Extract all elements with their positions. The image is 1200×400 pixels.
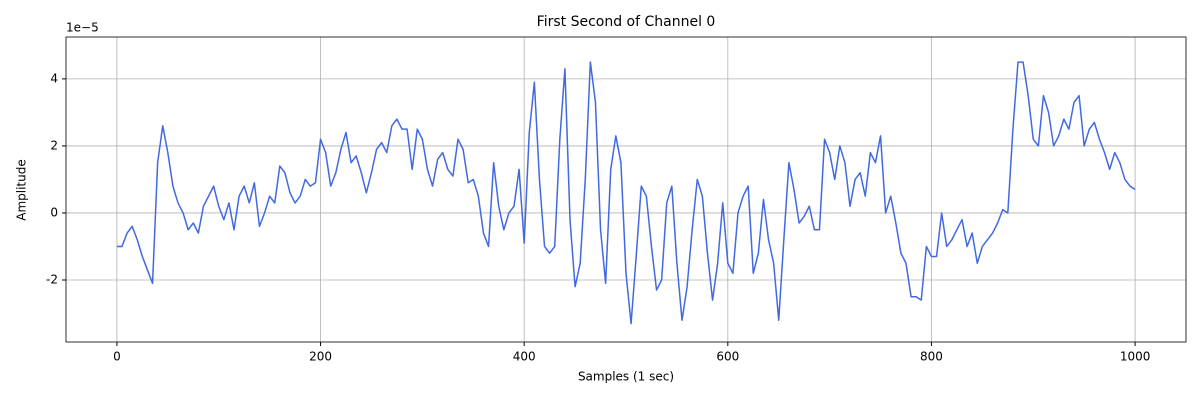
y-tick-label: 4 <box>50 71 58 85</box>
x-tick-label: 200 <box>309 350 332 364</box>
y-tick-label: -2 <box>46 272 58 286</box>
y-axis-label: Amplitude <box>15 159 29 221</box>
x-axis-label: Samples (1 sec) <box>578 370 674 384</box>
x-tick-label: 1000 <box>1120 350 1151 364</box>
x-tick-label: 0 <box>113 350 121 364</box>
offset-label: 1e−5 <box>66 21 99 35</box>
chart-title: First Second of Channel 0 <box>537 14 716 30</box>
y-tick-label: 0 <box>50 205 58 219</box>
data-line <box>116 61 1136 325</box>
x-tick-label: 400 <box>513 350 536 364</box>
x-tick-label: 800 <box>920 350 943 364</box>
x-tick-label: 600 <box>716 350 739 364</box>
y-tick-label: 2 <box>50 138 58 152</box>
plot-frame <box>65 36 1187 343</box>
